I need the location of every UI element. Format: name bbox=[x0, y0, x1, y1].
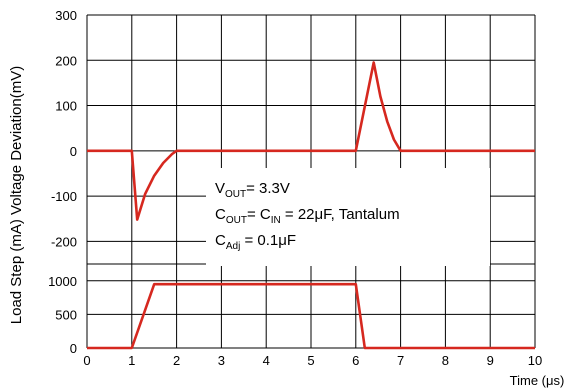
x-tick-1: 1 bbox=[128, 353, 135, 368]
annotation-box bbox=[206, 168, 490, 266]
y-tick-p1-1000: 1000 bbox=[48, 274, 77, 289]
series-lines bbox=[87, 61, 535, 350]
annotation-cout-cin: COUT= CIN = 22μF, Tantalum bbox=[215, 206, 400, 226]
y-tick-p1-500: 500 bbox=[55, 307, 77, 322]
x-tick-9: 9 bbox=[487, 353, 494, 368]
x-tick-7: 7 bbox=[397, 353, 404, 368]
annotation-vout: VOUT= 3.3V bbox=[215, 180, 290, 200]
annotation-cadj: CAdj = 0.1μF bbox=[215, 232, 296, 252]
series-line-load-step bbox=[87, 282, 535, 350]
y-tick-p0-200: 200 bbox=[55, 53, 77, 68]
x-axis-label: Time (μs) bbox=[510, 373, 565, 388]
series-line-voltage-deviation bbox=[87, 61, 535, 221]
x-tick-8: 8 bbox=[442, 353, 449, 368]
x-tick-5: 5 bbox=[307, 353, 314, 368]
y-tick-p0--100: -100 bbox=[51, 189, 77, 204]
y-tick-p0-100: 100 bbox=[55, 99, 77, 114]
y-tick-p0-0: 0 bbox=[70, 144, 77, 159]
y-tick-p0--200: -200 bbox=[51, 234, 77, 249]
y-axis-label: Load Step (mA) Voltage Deviation(mV) bbox=[8, 66, 25, 324]
y-tick-p0-300: 300 bbox=[55, 8, 77, 23]
x-tick-3: 3 bbox=[218, 353, 225, 368]
x-tick-10: 10 bbox=[528, 353, 542, 368]
x-tick-2: 2 bbox=[173, 353, 180, 368]
x-tick-0: 0 bbox=[83, 353, 90, 368]
y-tick-p1-0: 0 bbox=[70, 341, 77, 356]
x-tick-6: 6 bbox=[352, 353, 359, 368]
x-tick-4: 4 bbox=[263, 353, 270, 368]
